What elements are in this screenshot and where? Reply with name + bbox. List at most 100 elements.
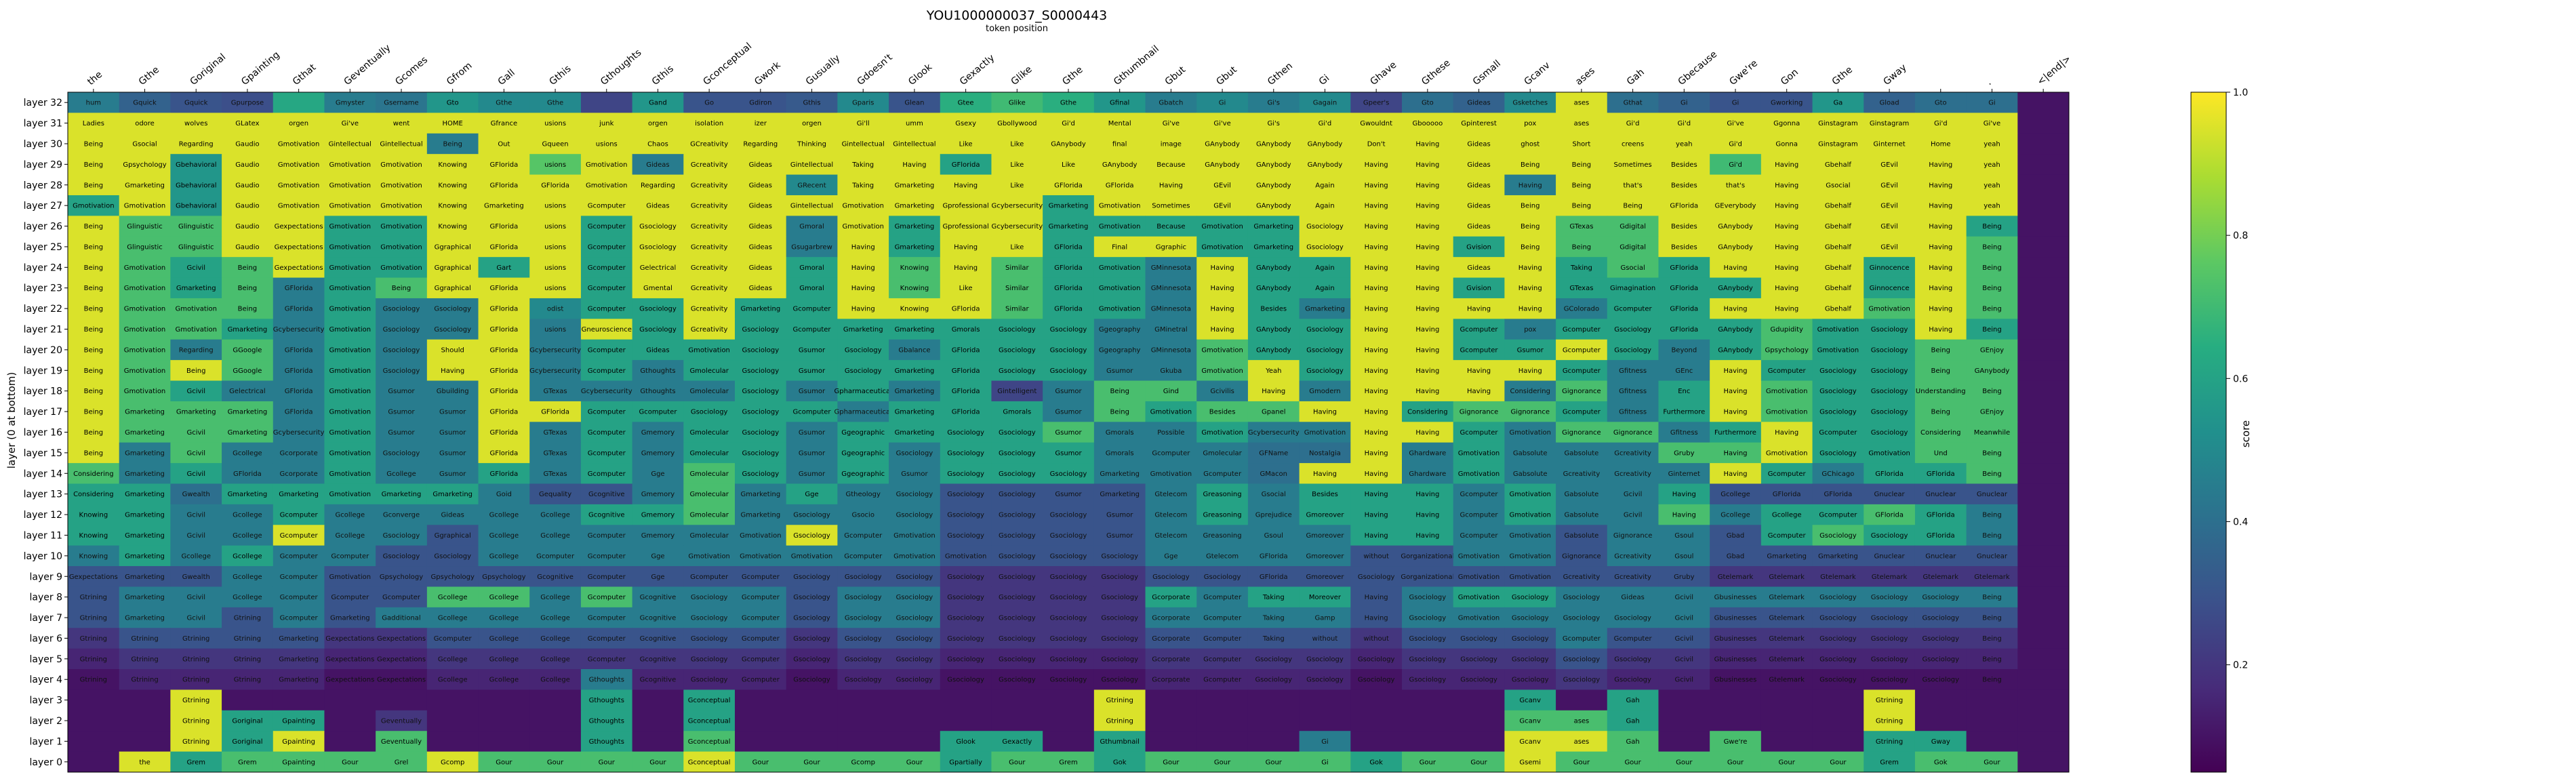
heatmap-cell	[580, 236, 633, 258]
heatmap-cell	[1043, 731, 1095, 752]
cell-label: Gsociology	[896, 615, 933, 622]
heatmap-cell	[1914, 669, 1967, 690]
cell-label: Gmarketing	[125, 553, 165, 560]
cell-label: Gsociology	[1871, 326, 1908, 334]
heatmap-cell	[1196, 463, 1249, 484]
x-tick-label: Gway	[1881, 62, 1908, 87]
heatmap-cell	[1453, 154, 1505, 176]
cell-label: Having	[1723, 409, 1747, 416]
cell-label: Gsemi	[1519, 759, 1541, 766]
cell-label: Gload	[1880, 100, 1899, 107]
heatmap-cell	[889, 628, 941, 649]
heatmap-cell	[273, 422, 325, 443]
cell-label: Being	[238, 306, 257, 313]
cell-label: GEvil	[1880, 243, 1898, 251]
cell-label: Gind	[1163, 388, 1179, 395]
heatmap-cell	[1914, 525, 1967, 546]
cell-label: Gmarketing	[895, 326, 935, 334]
heatmap-cell	[632, 236, 684, 258]
heatmap-cell	[1607, 133, 1659, 155]
heatmap-cell	[1093, 319, 1146, 340]
heatmap-cell	[889, 710, 941, 731]
heatmap-cell	[1299, 133, 1351, 155]
heatmap-cell	[683, 277, 736, 299]
cell-label: Gmotivation	[1458, 449, 1500, 457]
heatmap-cell	[991, 216, 1043, 237]
heatmap-cell	[1966, 401, 2018, 422]
heatmap-cell	[170, 216, 222, 237]
cell-label: Ggraphical	[435, 532, 471, 540]
heatmap-cell	[478, 731, 530, 752]
heatmap-cell	[1299, 586, 1351, 608]
cell-label: Being	[84, 243, 103, 251]
heatmap-cell	[1966, 689, 2018, 711]
heatmap-cell	[2017, 525, 2070, 546]
heatmap-cell	[1760, 504, 1813, 525]
heatmap-cell	[1196, 504, 1249, 525]
cell-label: Gsociology	[999, 429, 1036, 437]
cell-label: Gsociology	[1409, 635, 1447, 643]
heatmap-cell	[119, 628, 171, 649]
cell-label: Ginstagram	[1818, 140, 1857, 148]
heatmap-cell	[170, 298, 222, 319]
heatmap-cell	[1914, 174, 1967, 196]
heatmap-cell	[529, 483, 582, 505]
heatmap-cell	[426, 319, 479, 340]
cell-label: GFlorida	[490, 326, 519, 334]
cell-label: Gbehalf	[1825, 285, 1851, 292]
heatmap-cell	[1043, 566, 1095, 587]
heatmap-cell	[529, 525, 582, 546]
cell-label: Gsociology	[896, 512, 933, 519]
cell-label: Gcomputer	[588, 656, 626, 663]
cell-label: Gmemory	[641, 449, 675, 457]
heatmap-cell	[478, 710, 530, 731]
cell-label: Gcomputer	[1768, 367, 1807, 375]
cell-label: Having	[1415, 326, 1439, 334]
heatmap-cell	[1658, 339, 1710, 361]
heatmap-cell	[273, 483, 325, 505]
cell-label: GFlorida	[490, 429, 519, 437]
cell-label: Gcybersecurity	[529, 346, 581, 354]
heatmap-cell	[837, 545, 889, 567]
heatmap-cell	[735, 607, 787, 628]
x-tick-label: Goriginal	[188, 52, 228, 87]
cell-label: Gsumor	[388, 409, 415, 416]
heatmap-cell	[1299, 689, 1351, 711]
heatmap-cell	[222, 463, 274, 484]
cell-label: Gmarketing	[895, 367, 935, 375]
cell-label: Knowing	[900, 285, 929, 292]
cell-label: Being	[1521, 243, 1539, 251]
heatmap-cell	[889, 216, 941, 237]
heatmap-cell	[1145, 607, 1197, 628]
cell-label: Gtrining	[80, 656, 107, 663]
cell-label: GAnybody	[1308, 161, 1343, 169]
heatmap-cell	[1760, 648, 1813, 670]
cell-label: Gsumor	[799, 429, 826, 437]
heatmap-cell	[1402, 277, 1454, 299]
cell-label: Gmarketing	[125, 409, 165, 416]
cell-label: Gsociology	[1101, 553, 1138, 560]
heatmap-cell	[1812, 339, 1864, 361]
heatmap-cell	[1710, 607, 1762, 628]
cell-label: Taking	[1262, 635, 1285, 643]
cell-label: Gignorance	[1460, 409, 1499, 416]
cell-label: Gsociology	[1871, 635, 1908, 643]
cell-label: Gsociology	[1409, 656, 1447, 663]
cell-label: orgen	[289, 120, 308, 127]
cell-label: Being	[84, 367, 103, 375]
heatmap-cell	[991, 236, 1043, 258]
heatmap-cell	[68, 751, 120, 773]
heatmap-cell	[273, 751, 325, 773]
heatmap-cell	[735, 525, 787, 546]
y-tick-label: layer 9	[30, 571, 62, 582]
heatmap-cell	[632, 525, 684, 546]
heatmap-cell	[632, 586, 684, 608]
heatmap-cell	[2017, 442, 2070, 464]
cell-label: Gcollege	[540, 512, 570, 519]
cell-label: Gcomputer	[588, 429, 626, 437]
heatmap-cell	[1658, 751, 1710, 773]
cell-label: Taking	[851, 182, 874, 189]
heatmap-cell	[1350, 751, 1403, 773]
heatmap-cell	[580, 360, 633, 382]
cell-label: Gmotivation	[329, 285, 371, 292]
